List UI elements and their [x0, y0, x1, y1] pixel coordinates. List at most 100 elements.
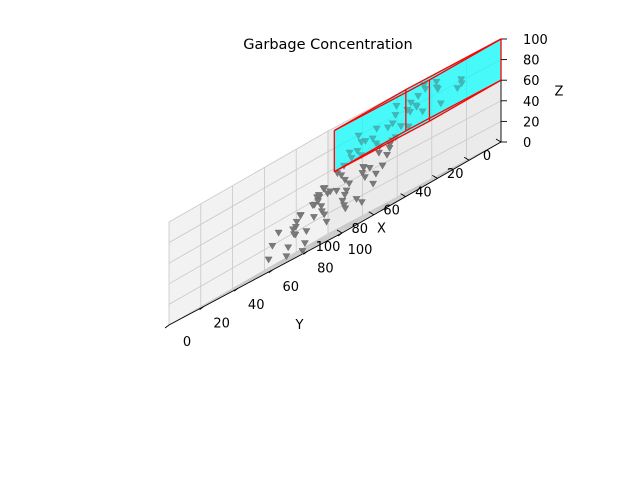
y-tick-mark [199, 306, 204, 310]
data-point-marker [383, 152, 391, 159]
data-point-marker [314, 198, 322, 206]
z-grid-line [168, 59, 502, 243]
x-axis-label: X [377, 222, 386, 237]
left-wall-pane [169, 131, 328, 325]
data-point-marker [317, 203, 326, 210]
data-point-marker [432, 84, 441, 92]
data-point-marker [372, 125, 381, 133]
z-tick-label: 40 [523, 95, 540, 110]
data-point-marker [361, 138, 370, 145]
x-grid-line [232, 185, 406, 290]
x-axis-line [341, 141, 502, 234]
highlight-box-edge [333, 79, 430, 132]
z-tick-label: 60 [523, 74, 540, 89]
y-tick-mark [337, 232, 343, 237]
data-point-marker [345, 149, 354, 157]
data-point-marker [298, 248, 307, 255]
z-axis-label: Z [555, 85, 564, 100]
data-point-marker [414, 93, 423, 100]
grid-lines [168, 38, 502, 326]
data-point-marker [358, 170, 367, 177]
y-tick-mark [303, 251, 308, 255]
data-point-marker [391, 112, 400, 119]
z-grid-line [168, 141, 502, 326]
x-tick-mark [368, 211, 375, 216]
x-tick-mark [400, 193, 406, 197]
x-grid-line [295, 149, 470, 253]
x-tick-label: 60 [383, 204, 400, 219]
data-point-marker [320, 211, 329, 219]
y-tick-label: 60 [283, 280, 300, 295]
data-point-marker [289, 226, 298, 234]
data-point-marker [302, 228, 311, 235]
highlight-box-edge [405, 79, 502, 132]
data-point-marker [341, 205, 350, 213]
y-tick-label: 80 [317, 261, 334, 276]
x-tick-label: 40 [415, 185, 432, 200]
data-point-marker [360, 174, 369, 182]
data-point-marker [457, 76, 466, 84]
x-grid-line [200, 203, 374, 308]
data-point-marker [385, 145, 394, 152]
data-point-marker [388, 120, 397, 128]
x-tick-label: 80 [352, 222, 369, 237]
data-point-marker [392, 103, 401, 110]
data-point-marker [397, 123, 405, 131]
x-tick-label: 20 [447, 167, 464, 182]
z-tick-label: 100 [523, 33, 548, 48]
highlight-box-edge [405, 38, 502, 91]
x-tick-label: 0 [483, 149, 491, 164]
data-point-marker [342, 187, 351, 195]
tick-labels: 0 0 0 20 20 20 40 40 40 60 60 60 80 80 80 100 100 100 [164, 33, 548, 350]
data-point-marker [412, 102, 420, 110]
data-point-marker [264, 256, 273, 264]
y-tick-mark [164, 324, 170, 329]
data-point-marker [378, 162, 387, 170]
data-point-marker [369, 180, 378, 188]
data-point-marker [332, 187, 341, 195]
data-point-marker [296, 212, 305, 220]
data-point-marker [357, 199, 366, 206]
data-point-marker [404, 123, 413, 131]
data-point-marker [432, 78, 441, 86]
z-tick-label: 20 [523, 115, 540, 130]
data-point-marker [340, 176, 349, 184]
x-tick-label: 100 [316, 240, 341, 255]
highlight-box-front [333, 38, 502, 173]
data-point-marker [453, 85, 462, 92]
data-point-marker [421, 86, 430, 93]
data-point-marker [338, 197, 347, 205]
data-point-marker [436, 100, 445, 108]
data-point-marker [337, 172, 346, 180]
data-point-marker [359, 164, 368, 172]
data-point-marker [289, 231, 298, 239]
y-tick-label: 100 [348, 243, 373, 258]
data-point-marker [457, 80, 466, 88]
z-tick-label: 0 [523, 136, 531, 151]
data-point-marker [353, 148, 362, 155]
data-point-marker [326, 188, 335, 196]
data-point-marker [314, 192, 323, 199]
y-tick-label: 40 [248, 298, 265, 313]
y-grid-line [307, 57, 467, 252]
y-tick-label: 0 [183, 335, 191, 350]
data-point-marker [354, 132, 363, 140]
y-axis-label: Y [295, 318, 304, 333]
data-point-marker [345, 180, 354, 188]
x-tick-mark [463, 156, 470, 161]
data-point-marker [371, 170, 380, 178]
x-tick-mark [432, 175, 438, 179]
y-grid-line [272, 75, 433, 271]
data-point-marker [274, 229, 283, 237]
highlight-box-side-face [429, 39, 501, 122]
data-point-marker [340, 191, 349, 199]
x-grid-line [263, 167, 438, 272]
data-point-marker [292, 218, 301, 226]
x-tick-mark [495, 138, 502, 143]
data-point-marker [268, 242, 277, 250]
data-point-marker [374, 149, 383, 157]
z-grid-line [168, 121, 502, 305]
data-point-marker [284, 244, 293, 252]
